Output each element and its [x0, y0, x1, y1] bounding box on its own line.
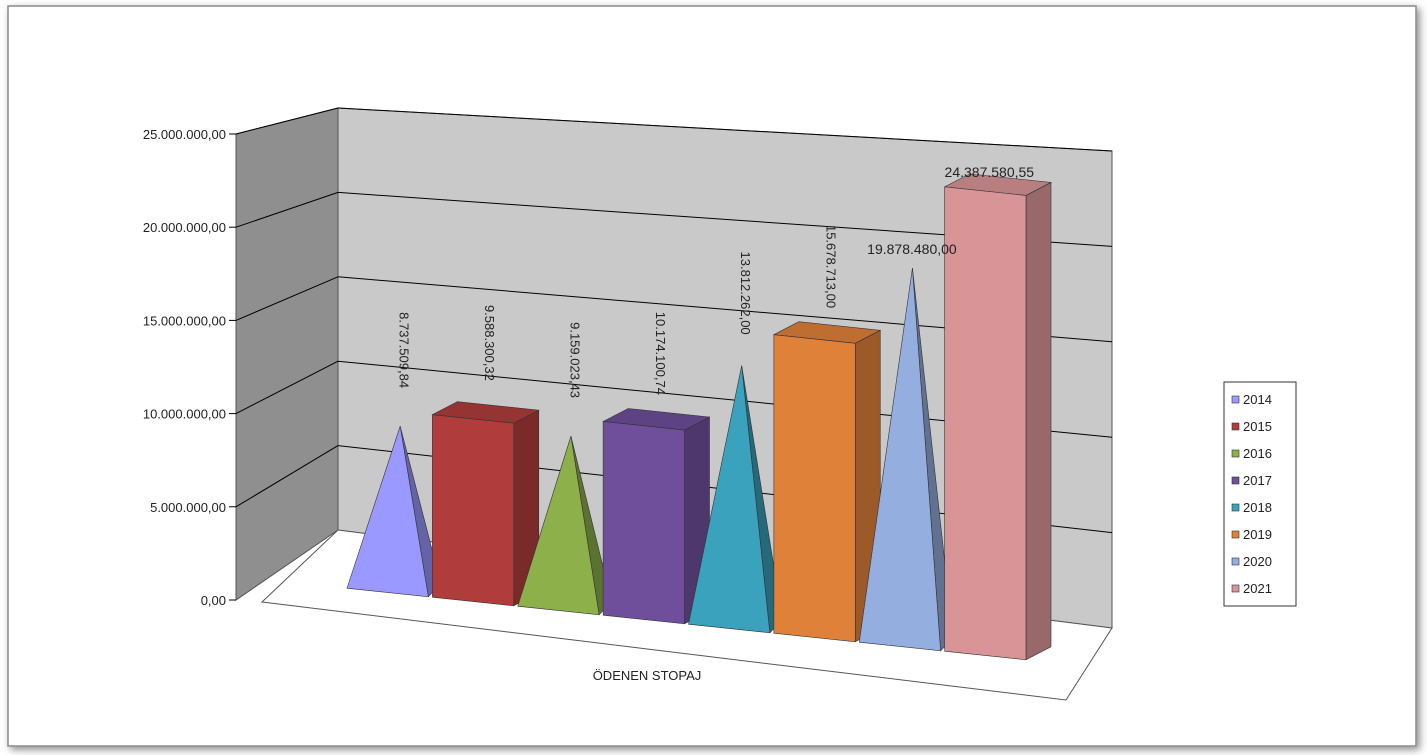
chart-marks [346, 173, 1053, 661]
legend-label: 2016 [1243, 446, 1272, 461]
legend-item-2021: 2021 [1231, 581, 1272, 596]
pyramid-front [346, 426, 429, 598]
bar-front [602, 421, 685, 625]
y-tick-label: 15.000.000,00 [143, 313, 226, 328]
pyramid-front [517, 436, 600, 616]
bar-2015 [431, 401, 540, 607]
data-label-2014: 8.737.509,84 [397, 312, 412, 388]
legend-label: 2019 [1243, 527, 1272, 542]
y-axis-ticks: 0,00 5.000.000,00 10.000.000,00 15.000.000,… [143, 127, 236, 608]
data-labels: 8.737.509,84 9.588.300,32 9.159.023,43 10.1… [397, 164, 1035, 398]
legend-swatch [1231, 557, 1240, 566]
gridline-side [235, 360, 339, 415]
bar-2019 [772, 321, 882, 643]
legend-label: 2020 [1243, 554, 1272, 569]
y-tick-label: 0,00 [201, 593, 226, 608]
bar-2014 [346, 426, 442, 598]
legend-item-2014: 2014 [1231, 392, 1272, 407]
bar-side [1025, 181, 1052, 661]
legend-item-2015: 2015 [1231, 419, 1272, 434]
legend-swatch [1231, 584, 1240, 593]
legend-swatch [1231, 449, 1240, 458]
gridline-side [235, 276, 339, 321]
legend-swatch [1231, 422, 1240, 431]
data-label-2017: 10.174.100,74 [653, 312, 668, 395]
legend-item-2017: 2017 [1231, 473, 1272, 488]
legend-label: 2017 [1243, 473, 1272, 488]
legend-label: 2015 [1243, 419, 1272, 434]
legend-swatch [1231, 395, 1240, 404]
y-tick-label: 20.000.000,00 [143, 220, 226, 235]
category-label: ÖDENEN STOPAJ [593, 668, 702, 683]
legend: 2014 2015 2016 2017 2018 2019 2020 2021 [1223, 381, 1297, 607]
pyramid-front [688, 365, 771, 634]
gridline-side [235, 191, 339, 228]
data-label-2016: 9.159.023,43 [567, 322, 582, 398]
legend-swatch [1231, 476, 1240, 485]
bar-front [432, 414, 515, 607]
gridline-side [235, 445, 339, 508]
legend-swatch [1231, 503, 1240, 512]
legend-swatch [1231, 530, 1240, 539]
pyramid-front [858, 267, 941, 652]
gridline-back [337, 107, 1113, 152]
bar-2021 [943, 173, 1053, 661]
legend-label: 2021 [1243, 581, 1272, 596]
data-label-2020: 19.878.480,00 [867, 241, 957, 257]
gridline-side [235, 107, 339, 135]
legend-item-2018: 2018 [1231, 500, 1272, 515]
legend-box [1223, 381, 1297, 607]
legend-item-2020: 2020 [1231, 554, 1272, 569]
y-tick-label: 10.000.000,00 [143, 407, 226, 422]
bar-front [944, 186, 1027, 661]
legend-label: 2014 [1243, 392, 1272, 407]
data-label-2019: 15.678.713,00 [824, 225, 839, 308]
bar-2017 [602, 408, 711, 625]
side-wall [235, 107, 339, 601]
legend-item-2016: 2016 [1231, 446, 1272, 461]
legend-item-2019: 2019 [1231, 527, 1272, 542]
data-label-2015: 9.588.300,32 [482, 305, 497, 381]
y-tick-label: 5.000.000,00 [150, 500, 226, 515]
legend-label: 2018 [1243, 500, 1272, 515]
data-label-2021: 24.387.580,55 [945, 164, 1035, 180]
data-label-2018: 13.812.262,00 [738, 252, 753, 335]
bar-front [773, 334, 856, 643]
y-tick-label: 25.000.000,00 [143, 127, 226, 142]
